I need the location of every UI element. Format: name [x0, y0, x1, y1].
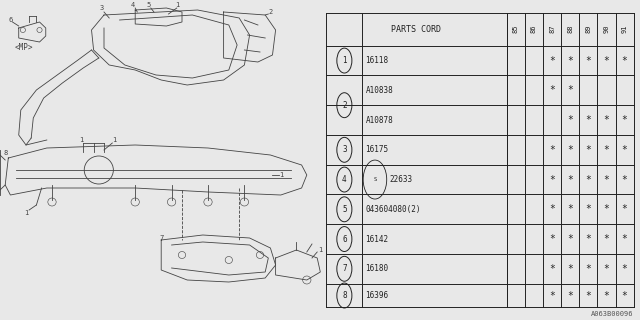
Text: 1: 1 — [175, 2, 179, 8]
Text: *: * — [586, 115, 591, 125]
Text: 6: 6 — [8, 17, 13, 23]
Text: 6: 6 — [342, 235, 347, 244]
Text: *: * — [586, 291, 591, 300]
Text: *: * — [604, 115, 609, 125]
Text: <MP>: <MP> — [15, 43, 33, 52]
Text: 2: 2 — [342, 101, 347, 110]
Text: 87: 87 — [549, 25, 555, 33]
Text: *: * — [621, 115, 628, 125]
Text: *: * — [586, 264, 591, 274]
Text: *: * — [604, 145, 609, 155]
Text: *: * — [621, 145, 628, 155]
Text: *: * — [567, 145, 573, 155]
Text: 7: 7 — [159, 235, 163, 241]
Text: 16180: 16180 — [365, 264, 388, 273]
Text: S: S — [373, 177, 376, 182]
Text: *: * — [604, 264, 609, 274]
Text: *: * — [586, 56, 591, 66]
Text: 8: 8 — [342, 291, 347, 300]
Text: *: * — [586, 204, 591, 214]
Text: 2: 2 — [268, 9, 273, 15]
Text: 5: 5 — [342, 205, 347, 214]
Text: A063B00096: A063B00096 — [591, 311, 634, 317]
Text: 5: 5 — [147, 2, 151, 8]
Text: 91: 91 — [621, 25, 628, 33]
Text: *: * — [604, 174, 609, 185]
Text: *: * — [586, 174, 591, 185]
Text: 3: 3 — [342, 145, 347, 154]
Text: *: * — [621, 56, 628, 66]
Text: *: * — [567, 174, 573, 185]
Text: 3: 3 — [100, 5, 104, 11]
Text: *: * — [604, 234, 609, 244]
Text: *: * — [549, 234, 555, 244]
Text: 043604080(2): 043604080(2) — [365, 205, 421, 214]
Text: *: * — [567, 204, 573, 214]
Text: 86: 86 — [531, 25, 537, 33]
Text: 1: 1 — [112, 137, 116, 143]
Text: 4: 4 — [131, 2, 135, 8]
Text: *: * — [567, 115, 573, 125]
Text: 16118: 16118 — [365, 56, 388, 65]
Text: 4: 4 — [342, 175, 347, 184]
Text: *: * — [567, 291, 573, 300]
Text: *: * — [586, 234, 591, 244]
Text: *: * — [621, 291, 628, 300]
Text: *: * — [604, 291, 609, 300]
Text: *: * — [549, 291, 555, 300]
Text: 90: 90 — [604, 25, 609, 33]
Text: 1: 1 — [342, 56, 347, 65]
Text: *: * — [549, 264, 555, 274]
Text: *: * — [549, 204, 555, 214]
Text: 1: 1 — [79, 137, 83, 143]
Text: *: * — [549, 145, 555, 155]
Text: 7: 7 — [342, 264, 347, 273]
Text: *: * — [549, 174, 555, 185]
Text: 1: 1 — [318, 247, 323, 253]
Text: *: * — [549, 56, 555, 66]
Text: *: * — [586, 145, 591, 155]
Text: *: * — [604, 56, 609, 66]
Text: *: * — [621, 234, 628, 244]
Text: A10878: A10878 — [365, 116, 394, 124]
Text: 1: 1 — [24, 210, 28, 216]
Text: 16396: 16396 — [365, 291, 388, 300]
Text: 1: 1 — [278, 172, 283, 178]
Text: PARTS CORD: PARTS CORD — [392, 25, 442, 34]
Text: *: * — [621, 264, 628, 274]
Text: 85: 85 — [513, 25, 519, 33]
Text: *: * — [567, 264, 573, 274]
Text: *: * — [567, 234, 573, 244]
Text: 8: 8 — [3, 150, 7, 156]
Text: 88: 88 — [567, 25, 573, 33]
Text: *: * — [567, 85, 573, 95]
Text: *: * — [621, 204, 628, 214]
Text: *: * — [549, 85, 555, 95]
Text: *: * — [567, 56, 573, 66]
Text: 16175: 16175 — [365, 145, 388, 154]
Text: A10838: A10838 — [365, 86, 394, 95]
Text: 22633: 22633 — [389, 175, 412, 184]
Text: *: * — [621, 174, 628, 185]
Text: 89: 89 — [586, 25, 591, 33]
Text: 16142: 16142 — [365, 235, 388, 244]
Text: *: * — [604, 204, 609, 214]
